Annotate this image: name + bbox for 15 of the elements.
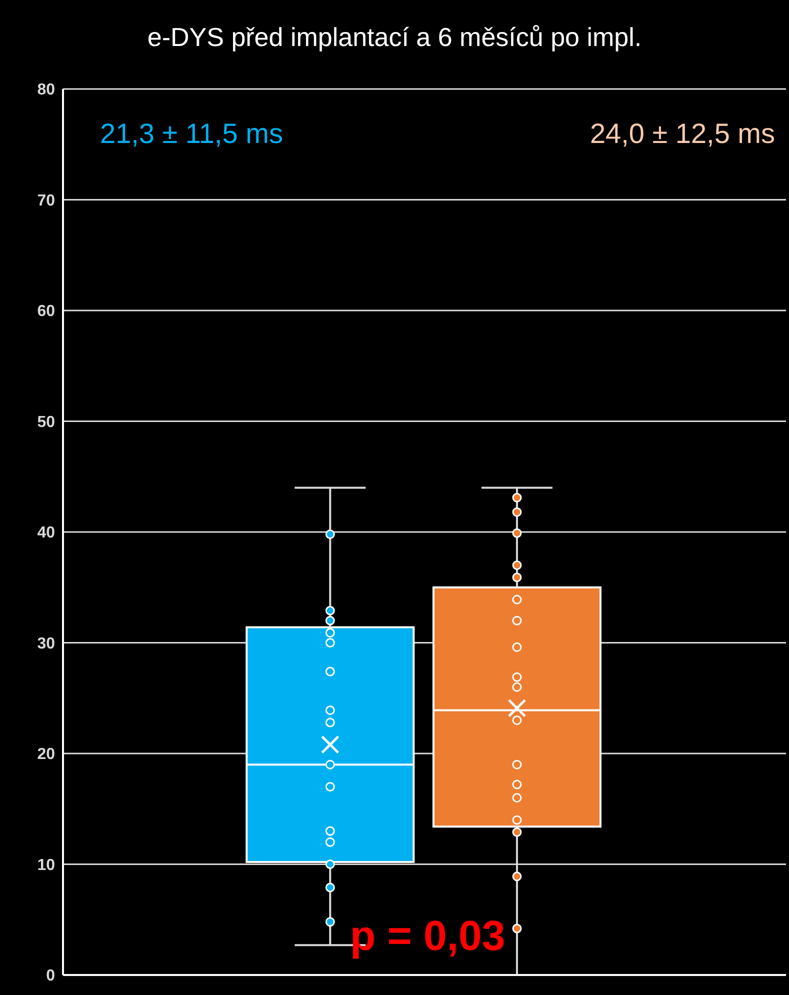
- annotation: 21,3 ± 11,5 ms: [100, 118, 283, 150]
- point: [512, 827, 522, 837]
- point: [512, 924, 522, 934]
- annotation: 24,0 ± 12,5 ms: [590, 118, 775, 150]
- y-tick-label: 80: [37, 82, 56, 99]
- y-tick-label: 50: [37, 414, 56, 431]
- y-tick-label: 10: [37, 856, 56, 874]
- y-tick-label: 0: [46, 968, 56, 985]
- y-tick-label: 60: [37, 303, 56, 320]
- y-tick-label: 20: [37, 746, 56, 764]
- chart-title: e-DYS před implantací a 6 měsíců po impl.: [146, 22, 643, 53]
- point: [512, 872, 522, 882]
- y-tick-label: 30: [37, 635, 56, 652]
- y-tick-label: 70: [37, 192, 56, 210]
- y-tick-label: 40: [37, 524, 56, 542]
